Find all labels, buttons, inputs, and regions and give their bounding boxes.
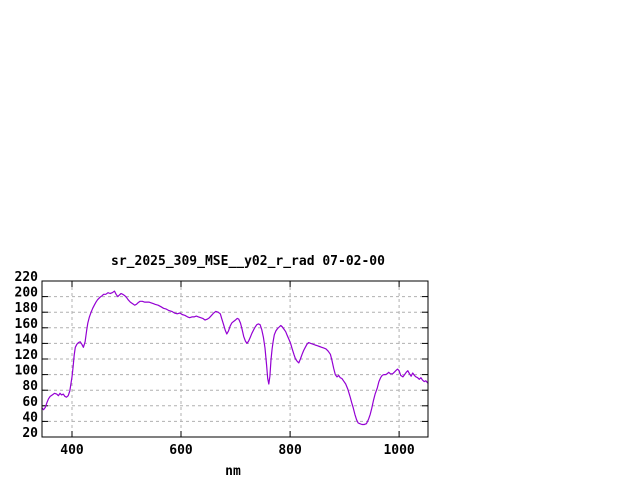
y-tick-label: 220 [15,270,39,285]
y-tick-label: 100 [15,364,39,379]
chart-title: sr_2025_309_MSE__y02_r_rad 07-02-00 [111,254,385,269]
y-tick-label: 140 [15,332,39,347]
y-tick-label: 40 [22,410,38,425]
y-tick-label: 160 [15,317,39,332]
y-tick-label: 120 [15,348,39,363]
x-axis-label: nm [225,464,241,479]
y-tick-label: 200 [15,286,39,301]
x-tick-label: 400 [60,443,84,458]
x-tick-label: 600 [169,443,193,458]
y-tick-label: 60 [22,395,38,410]
plot-border [41,280,429,438]
radiance-curve [41,290,429,426]
x-tick-label: 800 [278,443,302,458]
x-tick-label: 1000 [383,443,414,458]
y-tick-label: 180 [15,301,39,316]
y-tick-label: 80 [22,379,38,394]
y-tick-label: 20 [22,426,38,441]
